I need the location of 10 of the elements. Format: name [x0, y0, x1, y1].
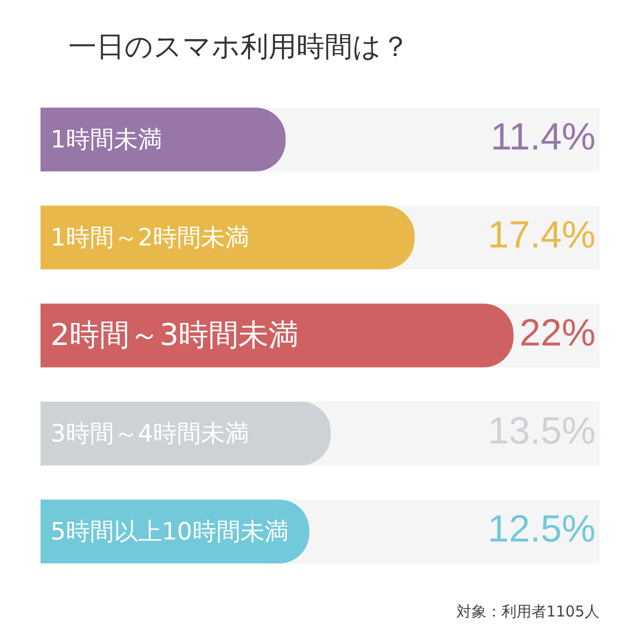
data-label: 17.4% [488, 214, 596, 256]
chart-title: 一日のスマホ利用時間は？ [68, 30, 410, 63]
y-tick-label: 5時間以上10時間未満 [50, 518, 288, 546]
text: 対象：利用者1105人 [456, 602, 600, 620]
y-tick-label: 1時間～2時間未満 [50, 224, 250, 252]
data-label: 12.5% [488, 508, 596, 550]
y-tick-label: 1時間未満 [50, 126, 162, 154]
y-tick-label: 2時間～3時間未満 [50, 318, 299, 353]
data-label: 22% [519, 312, 596, 354]
data-label: 11.4% [490, 116, 596, 158]
